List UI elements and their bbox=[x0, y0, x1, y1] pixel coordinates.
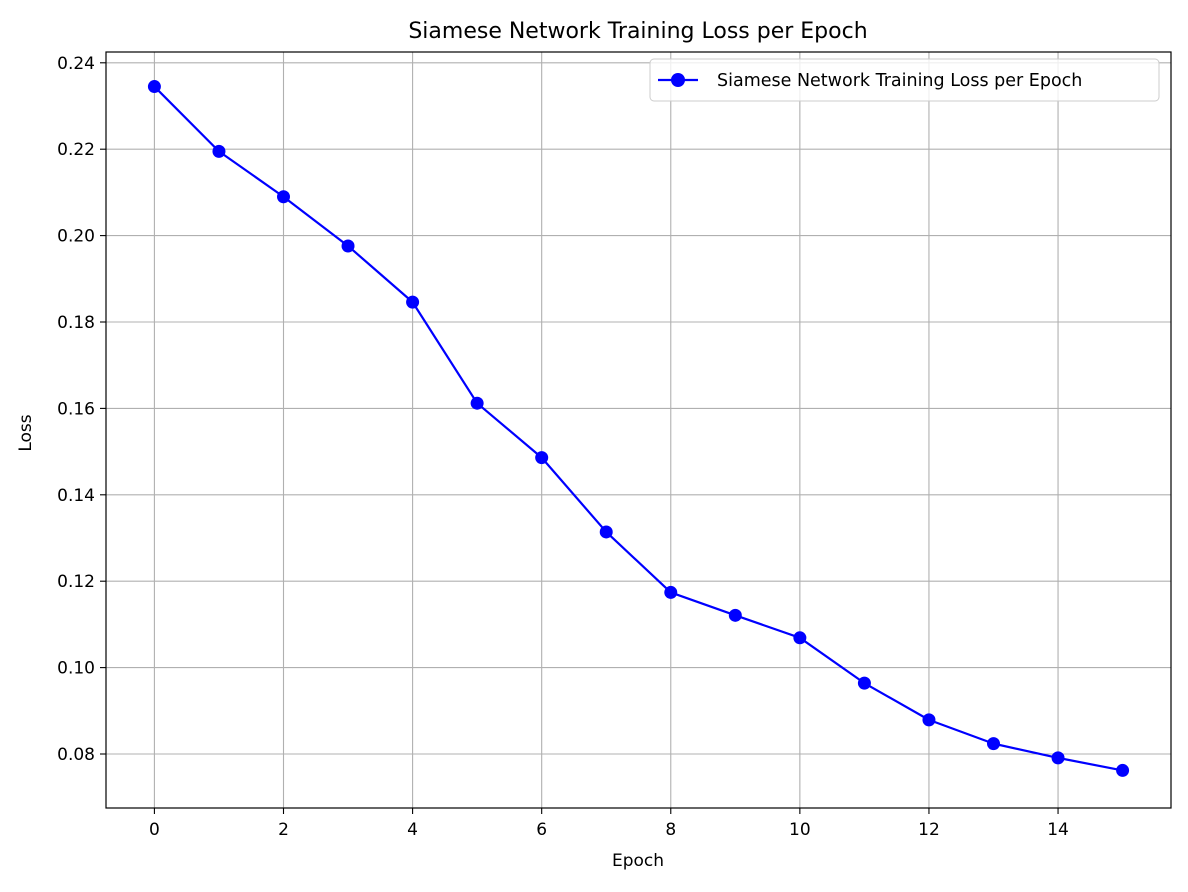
series-layer bbox=[147, 80, 1130, 777]
y-axis-label: Loss bbox=[16, 414, 36, 451]
data-point bbox=[1051, 751, 1065, 765]
y-tick-label: 0.16 bbox=[57, 399, 95, 419]
x-tick-label: 4 bbox=[407, 820, 418, 840]
data-point bbox=[470, 396, 484, 410]
data-point bbox=[857, 676, 871, 690]
legend-box bbox=[649, 58, 1160, 102]
legend-marker-swatch bbox=[671, 73, 685, 87]
x-tick-label: 6 bbox=[536, 820, 547, 840]
x-axis-label: Epoch bbox=[612, 851, 664, 871]
legend-entry-label: Siamese Network Training Loss per Epoch bbox=[717, 71, 1082, 91]
data-point bbox=[922, 713, 936, 727]
x-tick-label: 8 bbox=[665, 820, 676, 840]
x-tick-label: 2 bbox=[278, 820, 289, 840]
x-tick-label: 10 bbox=[789, 820, 811, 840]
legend: Siamese Network Training Loss per Epoch bbox=[649, 58, 1160, 102]
grid-lines bbox=[106, 52, 1171, 808]
x-tick-label: 0 bbox=[149, 820, 160, 840]
data-point bbox=[664, 585, 678, 599]
y-tick-label: 0.08 bbox=[57, 745, 95, 765]
data-point bbox=[341, 239, 355, 253]
data-point bbox=[599, 525, 613, 539]
data-point bbox=[793, 631, 807, 645]
y-tick-label: 0.14 bbox=[57, 486, 95, 506]
series-line bbox=[153, 85, 1123, 772]
y-tick-label: 0.22 bbox=[57, 140, 95, 160]
data-point bbox=[987, 737, 1000, 751]
x-tick-label: 12 bbox=[918, 820, 940, 840]
axes bbox=[105, 51, 1172, 809]
data-point bbox=[406, 295, 420, 309]
data-point bbox=[1116, 763, 1130, 777]
chart-title: Siamese Network Training Loss per Epoch bbox=[408, 19, 867, 44]
y-tick-label: 0.20 bbox=[57, 227, 95, 247]
y-tick-label: 0.18 bbox=[57, 313, 95, 333]
y-tick-label: 0.10 bbox=[57, 659, 95, 679]
data-point bbox=[535, 451, 549, 465]
x-tick-label: 14 bbox=[1047, 820, 1069, 840]
plot-frame bbox=[105, 51, 1172, 809]
y-tick-label: 0.12 bbox=[57, 572, 95, 592]
data-point bbox=[277, 190, 290, 204]
tick-marks: 0 2 4 6 8 10 12 14 0.08 0.10 0.12 0.14 0.16 0.18 0.20 0… bbox=[57, 54, 1069, 840]
y-tick-label: 0.24 bbox=[57, 54, 95, 74]
data-point bbox=[728, 608, 742, 622]
data-point bbox=[212, 144, 226, 158]
data-point bbox=[147, 80, 161, 94]
